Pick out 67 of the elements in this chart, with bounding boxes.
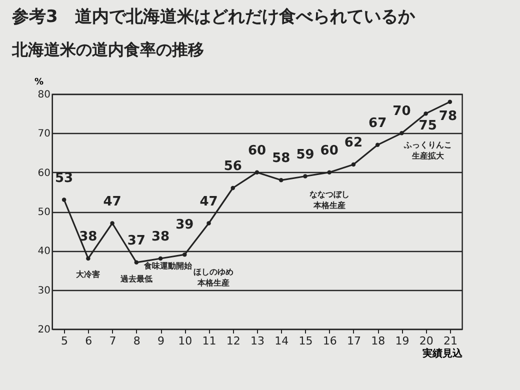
data-label: 62 — [344, 136, 363, 150]
x-tick-label: 12 — [226, 334, 240, 348]
data-label: 78 — [438, 108, 457, 124]
data-label: 47 — [103, 194, 122, 210]
y-tick-label: 70 — [38, 128, 50, 140]
annotation: 過去最低 — [119, 274, 152, 284]
x-tick-label: 14 — [274, 334, 289, 348]
data-label: 47 — [200, 194, 218, 210]
x-tick-label: 6 — [85, 334, 92, 348]
point — [424, 111, 428, 116]
x-tick-label: 16 — [322, 334, 337, 348]
point — [134, 260, 139, 265]
x-tick-label: 20 — [419, 334, 434, 348]
point — [375, 142, 380, 148]
point — [448, 100, 452, 104]
point — [278, 178, 284, 182]
x-tick-label: 10 — [178, 334, 192, 348]
point — [254, 170, 260, 174]
y-tick-label: 80 — [38, 90, 50, 100]
x-tick-label: 13 — [250, 334, 264, 348]
data-label: 58 — [272, 151, 290, 166]
annotation: ななつぼし本格生産 — [309, 190, 350, 210]
y-tick-label: 60 — [38, 168, 50, 179]
data-label: 56 — [224, 159, 242, 174]
x-tick-label: 15 — [298, 334, 313, 348]
data-label: 38 — [151, 230, 170, 244]
y-tick-label: 40 — [38, 246, 50, 258]
data-label: 67 — [368, 116, 387, 131]
x-tick-label: 8 — [133, 334, 140, 348]
x-axis-title: 実績見込 — [422, 348, 464, 360]
y-axis-title: % — [34, 78, 44, 88]
x-tick-label: 17 — [346, 334, 361, 348]
data-label: 70 — [392, 104, 411, 120]
x-tick-label: 21 — [443, 334, 458, 348]
data-label: 60 — [320, 143, 338, 158]
x-tick-label: 11 — [202, 334, 216, 348]
point — [86, 256, 90, 261]
x-tick-label: 7 — [109, 334, 116, 348]
annotation: ほしのゆめ本格生産 — [194, 268, 234, 288]
point — [110, 221, 114, 226]
point — [230, 186, 236, 190]
data-label: 39 — [176, 218, 194, 233]
x-tick-label: 19 — [395, 334, 410, 348]
y-tick-label: 30 — [38, 285, 50, 296]
data-label: 59 — [296, 147, 314, 162]
x-tick-label: 18 — [371, 334, 386, 348]
annotation: ふっくりんこ生産拡大 — [403, 140, 452, 161]
data-label: 75 — [418, 118, 437, 134]
point — [182, 252, 187, 257]
y-tick-label: 50 — [38, 207, 50, 218]
data-label: 37 — [127, 233, 146, 248]
point — [158, 256, 163, 261]
data-label: 38 — [79, 230, 98, 244]
point — [206, 221, 211, 226]
y-tick-label: 20 — [38, 324, 50, 336]
annotation: 大冷害 — [76, 268, 100, 279]
point — [62, 198, 66, 202]
x-tick-label: 9 — [158, 334, 165, 348]
x-tick-label: 5 — [61, 334, 68, 348]
data-label: 60 — [248, 143, 266, 158]
chart-title: 参考3 道内で北海道米はどれだけ食べられているか — [11, 7, 416, 27]
point — [303, 174, 308, 178]
point — [351, 162, 356, 167]
point — [327, 170, 332, 174]
annotation: 食味運動開始 — [142, 262, 193, 271]
point — [400, 131, 404, 136]
chart-subtitle: 北海道米の道内食率の推移 — [11, 40, 204, 59]
